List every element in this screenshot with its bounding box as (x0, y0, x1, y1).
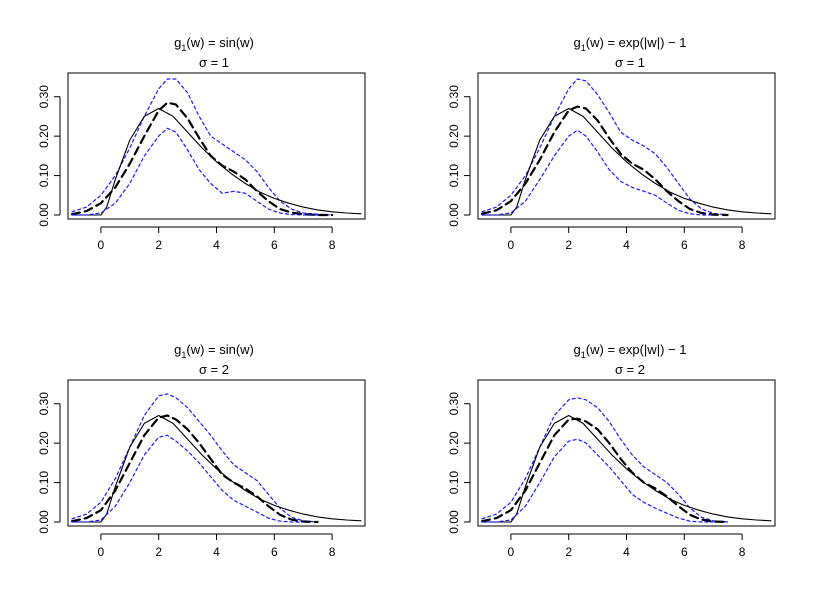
panel-title-function: g1(w) = exp(|w|) − 1 (574, 35, 687, 53)
y-tick-label: 0.10 (37, 164, 51, 188)
plot-frame (67, 379, 366, 527)
panel-bottom-right: g1(w) = exp(|w|) − 1 σ = 2 0 2 4 6 8 0.00 0.10… (447, 342, 776, 559)
x-tick-label: 6 (271, 238, 278, 252)
x-tick-label: 8 (739, 545, 746, 559)
estimate-line (480, 105, 729, 217)
lower-band-line (71, 434, 304, 523)
y-tick-label: 0.10 (37, 471, 51, 495)
panel-title-sigma: σ = 1 (615, 55, 645, 70)
panel-title-sigma: σ = 1 (199, 55, 229, 70)
x-tick-label: 4 (213, 238, 220, 252)
x-tick-label: 2 (565, 238, 572, 252)
true-density-line (481, 107, 772, 216)
y-tick-label: 0.20 (447, 431, 461, 455)
estimate-line (70, 101, 334, 217)
x-tick-label: 0 (98, 545, 105, 559)
y-tick-label: 0.00 (37, 203, 51, 227)
panel-title-sigma: σ = 2 (615, 362, 645, 377)
x-tick-label: 2 (155, 545, 162, 559)
y-tick-label: 0.20 (447, 124, 461, 148)
panel-title-function: g1(w) = exp(|w|) − 1 (574, 342, 687, 360)
x-tick-label: 6 (681, 238, 688, 252)
estimate-line (480, 417, 729, 524)
x-tick-label: 0 (98, 238, 105, 252)
lower-band-line (481, 129, 714, 216)
estimate-line (70, 414, 319, 524)
y-tick-label: 0.30 (37, 392, 51, 416)
x-tick-label: 8 (329, 545, 336, 559)
y-tick-label: 0.30 (447, 85, 461, 109)
panel-bottom-left: g1(w) = sin(w) σ = 2 0 2 4 6 8 0.00 0.10 0.20 0.… (37, 342, 366, 559)
x-tick-label: 0 (508, 238, 515, 252)
y-tick-label: 0.20 (37, 431, 51, 455)
upper-band-line (481, 397, 729, 523)
upper-band-line (71, 78, 333, 216)
x-tick-label: 4 (213, 545, 220, 559)
panel-title-sigma: σ = 2 (199, 362, 229, 377)
y-tick-label: 0.00 (447, 510, 461, 534)
y-tick-label: 0.30 (37, 85, 51, 109)
panel-top-left: g1(w) = sin(w) σ = 1 0 2 4 6 8 0.00 0.10 0.20 0.… (37, 35, 366, 252)
true-density-line (71, 107, 362, 216)
panel-top-right: g1(w) = exp(|w|) − 1 σ = 1 0 2 4 6 8 0.00 0.10… (447, 35, 776, 252)
x-tick-label: 4 (623, 545, 630, 559)
x-tick-label: 2 (565, 545, 572, 559)
upper-band-line (71, 393, 319, 523)
panel-title-function: g1(w) = sin(w) (174, 35, 254, 53)
upper-band-line (481, 78, 729, 216)
y-tick-label: 0.20 (37, 124, 51, 148)
true-density-line (71, 414, 362, 523)
y-tick-label: 0.30 (447, 392, 461, 416)
plot-frame (477, 72, 776, 220)
x-tick-label: 4 (623, 238, 630, 252)
panel-title-function: g1(w) = sin(w) (174, 342, 254, 360)
plot-frame (67, 72, 366, 220)
true-density-line (481, 414, 772, 523)
x-tick-label: 8 (329, 238, 336, 252)
x-tick-label: 2 (155, 238, 162, 252)
y-tick-label: 0.10 (447, 471, 461, 495)
y-tick-label: 0.10 (447, 164, 461, 188)
lower-band-line (481, 438, 714, 523)
x-tick-label: 6 (681, 545, 688, 559)
y-tick-label: 0.00 (37, 510, 51, 534)
x-tick-label: 6 (271, 545, 278, 559)
plot-frame (477, 379, 776, 527)
y-tick-label: 0.00 (447, 203, 461, 227)
x-tick-label: 0 (508, 545, 515, 559)
x-tick-label: 8 (739, 238, 746, 252)
lower-band-line (71, 127, 319, 216)
